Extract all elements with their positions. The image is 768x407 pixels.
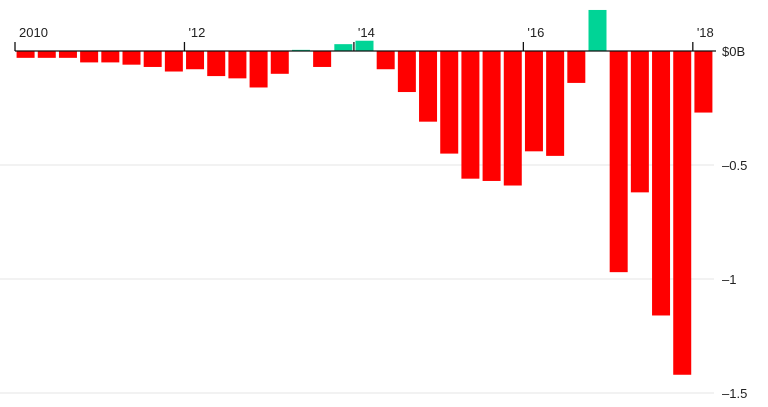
bar <box>376 51 395 70</box>
bar <box>58 51 77 58</box>
tick-labels: 2010 '12 '14 '16 '18 $0B –0.5 –1 –1.5 <box>19 25 747 401</box>
bar <box>313 51 332 67</box>
bar <box>186 51 205 70</box>
bar <box>609 51 628 273</box>
x-tick-label: '16 <box>527 25 544 40</box>
bar <box>397 51 416 93</box>
bar <box>37 51 56 58</box>
bar <box>80 51 99 63</box>
bar <box>503 51 522 186</box>
y-tick-label: $0B <box>722 44 745 59</box>
x-tick-label: '14 <box>358 25 375 40</box>
bar <box>164 51 183 72</box>
bar <box>461 51 480 179</box>
bar <box>249 51 268 88</box>
bar <box>524 51 543 152</box>
bar <box>673 51 692 375</box>
bar <box>482 51 501 181</box>
bar <box>334 44 353 51</box>
bar <box>567 51 586 83</box>
bar <box>207 51 226 77</box>
axes <box>14 42 716 52</box>
y-tick-label: –1 <box>722 272 736 287</box>
bar <box>355 40 374 51</box>
bar <box>419 51 438 122</box>
x-tick-label: '18 <box>697 25 714 40</box>
bar <box>546 51 565 156</box>
y-tick-label: –1.5 <box>722 386 747 401</box>
bar <box>101 51 120 63</box>
bar <box>652 51 671 316</box>
bar <box>694 51 713 113</box>
gridlines <box>0 164 714 394</box>
y-tick-label: –0.5 <box>722 158 747 173</box>
bar <box>588 9 607 52</box>
bar <box>440 51 459 154</box>
bar <box>16 51 35 58</box>
bar <box>630 51 649 193</box>
x-tick-label: 2010 <box>19 25 48 40</box>
x-tick-label: '12 <box>188 25 205 40</box>
bars <box>16 9 713 375</box>
bar <box>228 51 247 79</box>
bar <box>143 51 162 67</box>
bar <box>122 51 141 65</box>
bar <box>270 51 289 74</box>
